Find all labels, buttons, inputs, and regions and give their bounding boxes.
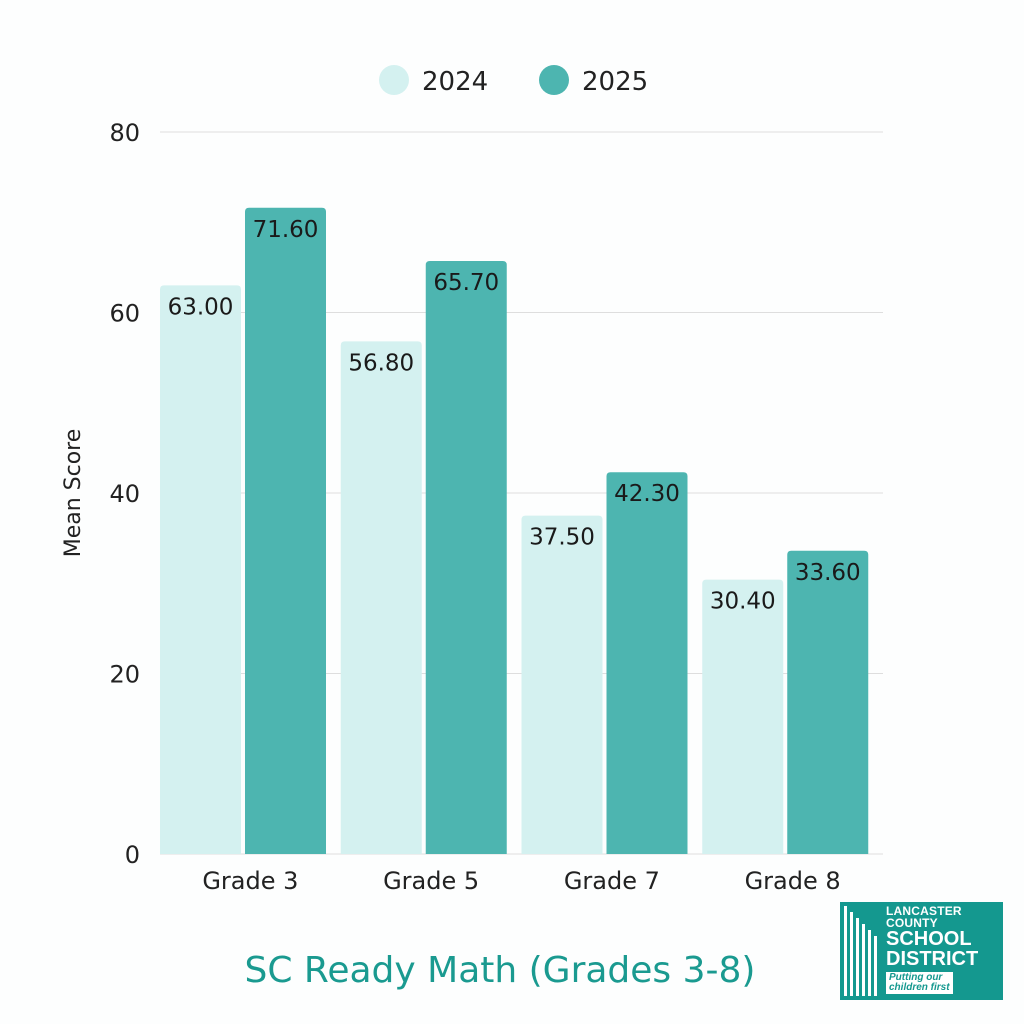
legend-swatch bbox=[539, 65, 569, 95]
logo-tagline: Putting our children first bbox=[886, 972, 953, 994]
legend-label: 2025 bbox=[582, 67, 648, 97]
bar-2024-grade-3 bbox=[160, 285, 241, 854]
x-category-label: Grade 8 bbox=[745, 867, 841, 895]
data-label: 37.50 bbox=[529, 525, 595, 551]
y-tick-label: 80 bbox=[109, 119, 140, 147]
x-category-label: Grade 3 bbox=[202, 867, 298, 895]
data-label: 71.60 bbox=[253, 217, 319, 243]
y-axis-label: Mean Score bbox=[61, 429, 86, 558]
data-label: 42.30 bbox=[614, 481, 680, 507]
y-tick-label: 60 bbox=[109, 300, 140, 328]
logo-line4: DISTRICT bbox=[886, 948, 979, 970]
logo-line2: COUNTY bbox=[886, 916, 938, 930]
bars bbox=[160, 207, 869, 854]
data-labels: 63.00 71.60 56.80 65.70 37.50 42.30 30.40 33.60 bbox=[168, 217, 861, 615]
legend-swatch bbox=[379, 65, 409, 95]
logo-stripes-icon bbox=[844, 906, 882, 996]
bar-2025-grade-5 bbox=[425, 261, 507, 854]
bar-2024-grade-7 bbox=[521, 515, 603, 854]
legend-label: 2024 bbox=[422, 67, 488, 97]
bar-2025-grade-8 bbox=[787, 550, 869, 854]
bar-2025-grade-7 bbox=[606, 472, 688, 854]
x-category-label: Grade 7 bbox=[564, 867, 660, 895]
y-tick-label: 40 bbox=[109, 480, 140, 508]
x-axis-categories: Grade 3 Grade 5 Grade 7 Grade 8 bbox=[202, 867, 840, 895]
data-label: 30.40 bbox=[710, 589, 776, 615]
y-axis-ticks: 0 20 40 60 80 bbox=[109, 119, 140, 869]
y-tick-label: 0 bbox=[125, 841, 140, 869]
legend: 2024 2025 bbox=[379, 65, 648, 97]
y-tick-label: 20 bbox=[109, 661, 140, 689]
bar-2024-grade-5 bbox=[340, 341, 422, 854]
x-category-label: Grade 5 bbox=[383, 867, 479, 895]
bar-2024-grade-8 bbox=[702, 579, 784, 854]
data-label: 56.80 bbox=[348, 350, 414, 376]
district-logo: LANCASTER COUNTY SCHOOL DISTRICT Putting… bbox=[840, 902, 1003, 1000]
data-label: 65.70 bbox=[433, 270, 499, 296]
logo-line1: LANCASTER bbox=[886, 904, 962, 918]
chart-title: SC Ready Math (Grades 3-8) bbox=[244, 950, 756, 991]
logo-line3: SCHOOL bbox=[886, 928, 972, 950]
data-label: 33.60 bbox=[795, 560, 861, 586]
bar-2025-grade-3 bbox=[245, 207, 326, 854]
data-label: 63.00 bbox=[168, 294, 234, 320]
